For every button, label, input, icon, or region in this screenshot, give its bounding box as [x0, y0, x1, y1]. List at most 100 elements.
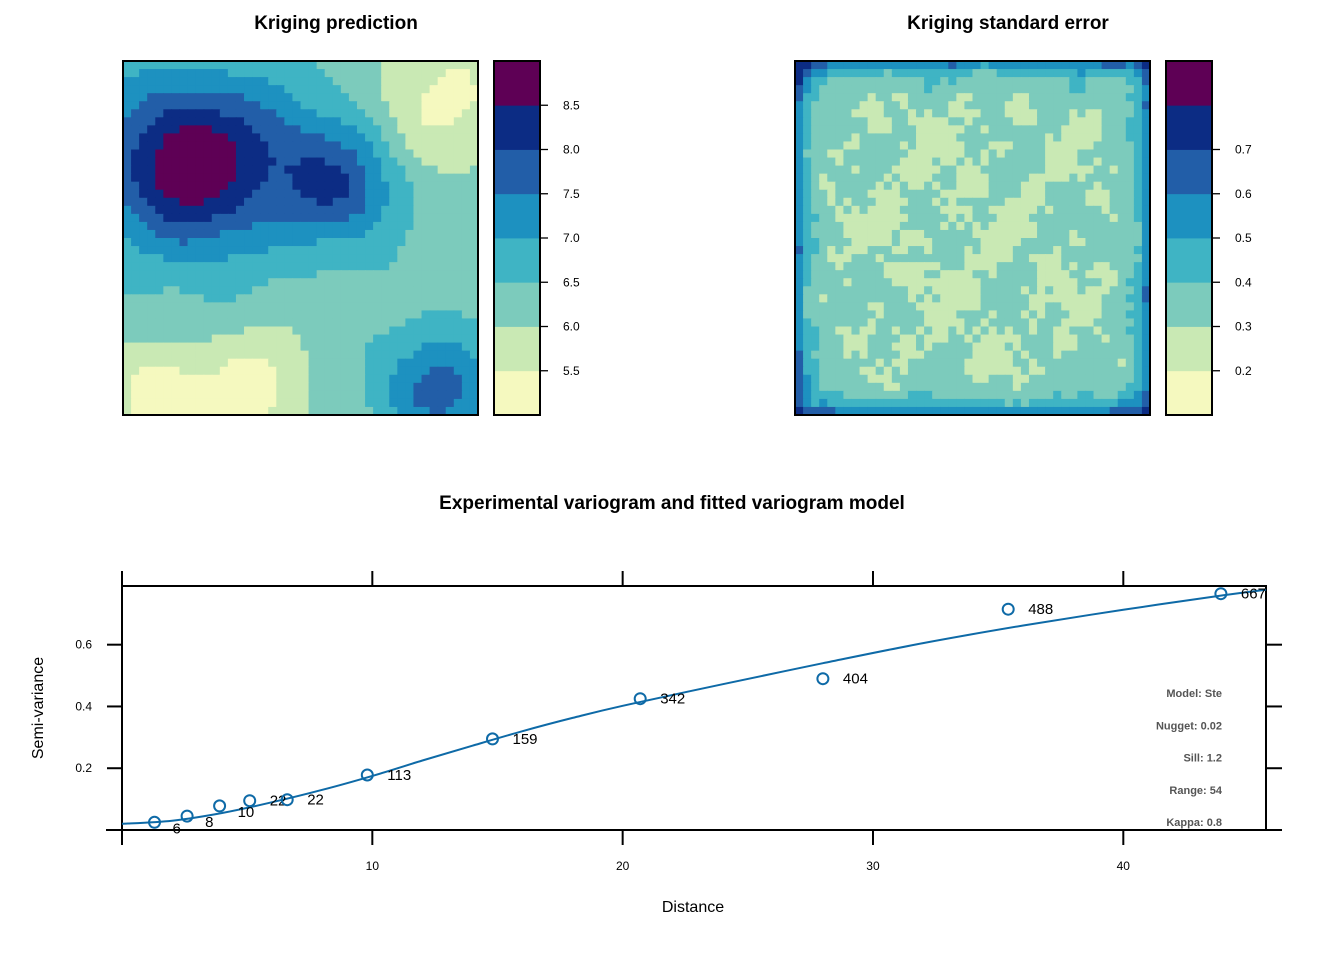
heatmap-cell — [429, 61, 439, 70]
heatmap-cell — [1117, 117, 1127, 126]
heatmap-cell — [163, 61, 173, 70]
heatmap-cell — [1117, 278, 1127, 287]
heatmap-cell — [348, 254, 358, 263]
heatmap-cell — [365, 246, 374, 255]
heatmap-cell — [252, 109, 261, 118]
heatmap-cell — [260, 109, 269, 118]
heatmap-cell — [924, 229, 933, 239]
heatmap-cell — [956, 238, 966, 247]
heatmap-cell — [1037, 334, 1046, 344]
heatmap-cell — [147, 254, 156, 263]
heatmap-cell — [1101, 302, 1111, 312]
heatmap-cell — [819, 246, 828, 255]
heatmap-cell — [131, 350, 140, 360]
heatmap-cell — [1028, 366, 1038, 376]
heatmap-cell — [268, 286, 277, 295]
heatmap-cell — [340, 101, 350, 110]
heatmap-cell — [940, 189, 949, 199]
heatmap-cell — [1141, 197, 1151, 207]
heatmap-cell — [1012, 302, 1022, 312]
heatmap-cell — [899, 77, 909, 86]
heatmap-cell — [996, 229, 1006, 239]
heatmap-cell — [252, 262, 261, 271]
heatmap-cell — [1125, 254, 1135, 263]
heatmap-cell — [252, 350, 261, 360]
heatmap-cell — [924, 69, 933, 78]
heatmap-cell — [300, 77, 310, 86]
heatmap-cell — [883, 197, 893, 207]
heatmap-cell — [1004, 133, 1014, 143]
heatmap-cell — [316, 302, 326, 312]
heatmap-cell — [268, 382, 277, 392]
heatmap-cell — [211, 109, 221, 118]
heatmap-cell — [948, 189, 957, 199]
heatmap-cell — [179, 85, 189, 94]
heatmap-cell — [827, 246, 836, 255]
heatmap-cell — [1004, 149, 1014, 159]
heatmap-cell — [276, 294, 285, 303]
heatmap-cell — [461, 302, 471, 312]
heatmap-cell — [1141, 310, 1151, 320]
heatmap-cell — [883, 221, 893, 231]
heatmap-cell — [916, 205, 925, 215]
heatmap-cell — [195, 238, 205, 247]
heatmap-cell — [147, 197, 156, 207]
heatmap-cell — [195, 374, 205, 384]
heatmap-cell — [445, 310, 455, 320]
heatmap-cell — [891, 254, 901, 263]
heatmap-cell — [413, 213, 423, 223]
heatmap-cell — [389, 61, 398, 70]
heatmap-cell — [1045, 173, 1054, 183]
heatmap-cell — [421, 390, 431, 400]
heatmap-cell — [445, 294, 455, 303]
heatmap-cell — [227, 278, 237, 287]
heatmap-cell — [268, 398, 277, 408]
heatmap-cell — [1117, 109, 1127, 118]
heatmap-cell — [883, 117, 893, 126]
heatmap-cell — [803, 77, 812, 86]
heatmap-cell — [292, 342, 302, 352]
heatmap-cell — [171, 165, 181, 175]
heatmap-cell — [1053, 366, 1062, 376]
heatmap-cell — [413, 77, 423, 86]
heatmap-cell — [179, 173, 189, 183]
heatmap-cell — [932, 302, 941, 312]
heatmap-cell — [405, 358, 415, 368]
heatmap-cell — [187, 149, 197, 159]
heatmap-cell — [916, 326, 925, 336]
heatmap-cell — [187, 254, 197, 263]
heatmap-cell — [1028, 101, 1038, 110]
heatmap-cell — [276, 390, 285, 400]
heatmap-cell — [956, 133, 966, 143]
heatmap-cell — [899, 93, 909, 102]
heatmap-cell — [827, 294, 836, 303]
heatmap-cell — [940, 149, 949, 159]
heatmap-cell — [899, 406, 909, 416]
heatmap-cell — [1109, 318, 1119, 328]
heatmap-cell — [899, 398, 909, 408]
heatmap-cell — [859, 326, 869, 336]
heatmap-cell — [811, 326, 820, 336]
heatmap-cell — [819, 93, 828, 102]
heatmap-cell — [389, 173, 398, 183]
heatmap-cell — [1053, 238, 1062, 247]
heatmap-cell — [1117, 406, 1127, 416]
heatmap-cell — [899, 85, 909, 94]
heatmap-cell — [916, 358, 925, 368]
heatmap-cell — [883, 310, 893, 320]
heatmap-cell — [324, 374, 334, 384]
heatmap-cell — [1061, 165, 1070, 175]
heatmap-cell — [365, 165, 374, 175]
heatmap-cell — [356, 189, 366, 199]
heatmap-cell — [907, 390, 917, 400]
heatmap-cell — [1004, 77, 1014, 86]
heatmap-cell — [340, 93, 350, 102]
heatmap-cell — [203, 165, 213, 175]
heatmap-cell — [1012, 133, 1022, 143]
heatmap-cell — [429, 189, 439, 199]
heatmap-cell — [1061, 69, 1070, 78]
heatmap-cell — [195, 77, 205, 86]
heatmap-cell — [340, 133, 350, 143]
heatmap-cell — [413, 350, 423, 360]
heatmap-cell — [1085, 326, 1095, 336]
